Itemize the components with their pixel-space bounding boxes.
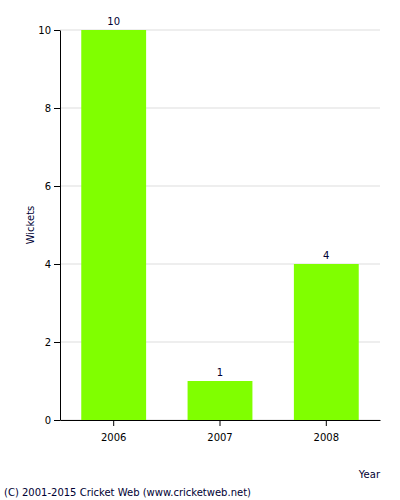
- y-tick-label: 0: [45, 415, 51, 426]
- y-tick: 10: [38, 25, 60, 36]
- bars: [81, 30, 358, 420]
- y-tick-mark: [54, 30, 60, 31]
- y-tick-label: 6: [45, 181, 51, 192]
- y-tick-label: 10: [38, 25, 51, 36]
- y-tick: 6: [45, 181, 60, 192]
- x-tick-mark: [113, 420, 114, 426]
- y-tick-mark: [54, 342, 60, 343]
- x-axis: 2006 2007 2008: [61, 420, 381, 443]
- y-tick-mark: [54, 420, 60, 421]
- x-tick: 2007: [207, 420, 232, 443]
- y-tick-mark: [54, 186, 60, 187]
- y-tick-mark: [54, 108, 60, 109]
- grid: [60, 30, 380, 420]
- y-tick: 8: [45, 103, 60, 114]
- y-tick-label: 2: [45, 337, 51, 348]
- data-labels: 10 1 4: [107, 16, 329, 378]
- y-tick-label: 4: [45, 259, 51, 270]
- bar: [81, 30, 146, 420]
- plot: 0 2 4 6 8 10 2006 2007 2008 10 1 4: [38, 16, 380, 443]
- y-tick: 0: [45, 415, 60, 426]
- x-tick-mark: [326, 420, 327, 426]
- x-tick-label: 2006: [101, 432, 126, 443]
- x-tick: 2008: [314, 420, 339, 443]
- x-tick-mark: [220, 420, 221, 426]
- footer: (C) 2001-2015 Cricket Web (www.cricketwe…: [4, 487, 251, 498]
- y-axis-line: [60, 31, 61, 421]
- y-tick-mark: [54, 264, 60, 265]
- data-label: 4: [323, 250, 329, 261]
- x-tick-label: 2008: [314, 432, 339, 443]
- y-tick-label: 8: [45, 103, 51, 114]
- data-label: 1: [217, 367, 223, 378]
- bar: [294, 264, 359, 420]
- y-tick: 2: [45, 337, 60, 348]
- data-label: 10: [107, 16, 120, 27]
- x-axis-title: Year: [358, 469, 381, 480]
- y-axis: 0 2 4 6 8 10: [38, 25, 60, 426]
- bar: [188, 381, 253, 420]
- y-axis-title: Wickets: [25, 206, 36, 245]
- x-tick-label: 2007: [207, 432, 232, 443]
- chart: 0 2 4 6 8 10 2006 2007 2008 10 1 4 Wickets Year (C) 20…: [0, 0, 400, 500]
- y-tick: 4: [45, 259, 60, 270]
- x-tick: 2006: [101, 420, 126, 443]
